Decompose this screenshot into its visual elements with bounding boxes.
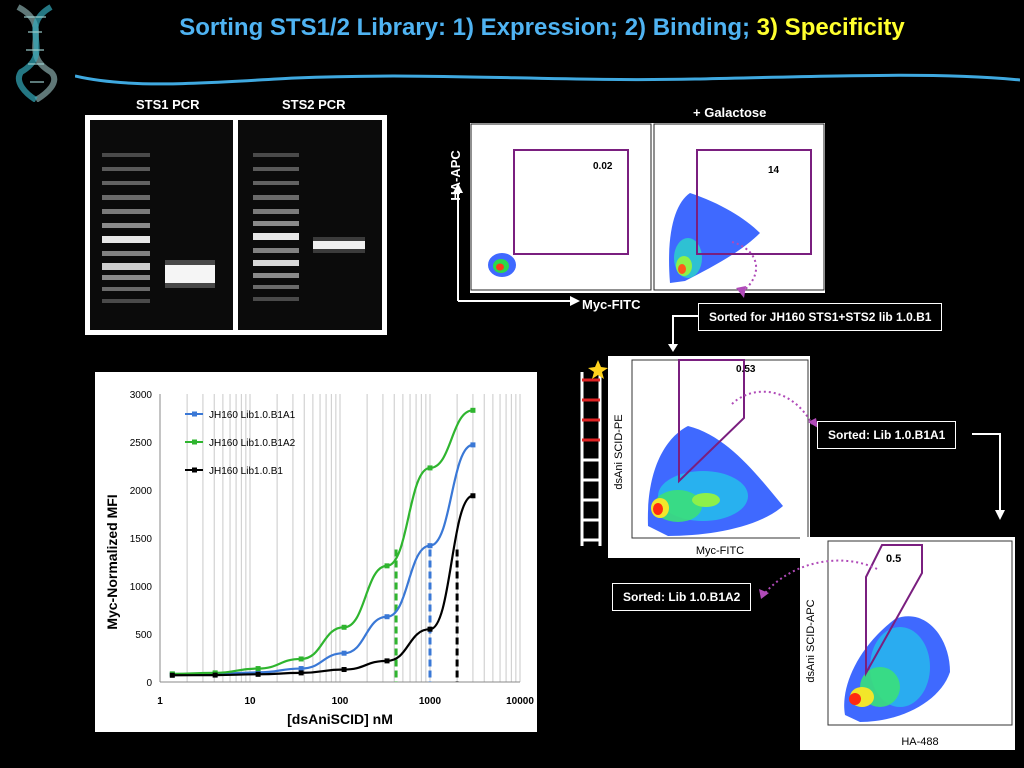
facs-bottom-plot: 0.5 HA-488 dsAni SCID-APC	[800, 537, 1015, 750]
facs-top-left-gate	[513, 149, 629, 255]
facs-top-right-gate	[696, 149, 812, 255]
chart-point	[470, 407, 476, 413]
chart-legend-label: JH160 Lib1.0.B1A1	[209, 410, 296, 421]
facs-top-x-axis-label: Myc-FITC	[582, 297, 641, 312]
chart-point	[427, 465, 433, 471]
chart-x-tick-label: 10	[244, 696, 256, 707]
chart-x-tick-label: 100	[332, 696, 349, 707]
sorted-label-b1a1: Sorted: Lib 1.0.B1A1	[817, 421, 957, 449]
chart-point	[341, 650, 347, 656]
facs-bottom-population	[844, 616, 950, 722]
chart-legend-label: JH160 Lib1.0.B1	[209, 466, 283, 477]
facs-bottom-dotted-arrow	[759, 559, 878, 599]
facs-mid-gate-value: 0.53	[736, 364, 756, 375]
binding-chart: 0 500 1000 1500 2000 2500 3000 1 10 100 1000 10000 …	[95, 372, 537, 732]
chart-point	[341, 667, 347, 673]
dna-logo-icon	[6, 2, 68, 103]
chart-x-tick-label: 1000	[419, 696, 442, 707]
chart-x-tick-label: 1	[157, 696, 163, 707]
facs-mid-gate	[678, 359, 745, 484]
chart-y-tick-label: 1500	[130, 534, 153, 545]
facs-top-right-population	[669, 193, 760, 283]
chart-x-axis-label: [dsAniSCID] nM	[287, 711, 393, 727]
chart-series-line-1	[172, 443, 474, 676]
chart-point	[384, 563, 390, 569]
title-underline	[75, 73, 1020, 86]
facs-mid-x-axis-label: Myc-FITC	[696, 545, 744, 557]
chart-y-tick-label: 500	[135, 630, 152, 641]
chart-y-axis-label: Myc-Normalized MFI	[104, 494, 120, 629]
sorted-label-b1: Sorted for JH160 STS1+STS2 lib 1.0.B1	[698, 303, 943, 331]
chart-point	[427, 543, 433, 549]
chart-y-tick-label: 1000	[130, 582, 153, 593]
chart-point	[470, 442, 476, 448]
chart-legend-marker	[192, 467, 197, 473]
facs-bottom-x-axis-label: HA-488	[901, 736, 938, 748]
chart-series-line-2	[172, 409, 474, 675]
slide-title: Sorting STS1/2 Library: 1) Expression; 2…	[0, 14, 1024, 42]
gel-image	[85, 115, 387, 335]
chart-point	[212, 672, 218, 678]
chart-legend-marker	[192, 439, 197, 445]
facs-top-dotted-arrow	[731, 241, 758, 298]
facs-mid-dotted-arrow	[731, 390, 818, 428]
chart-point	[341, 624, 347, 630]
chart-point	[255, 671, 261, 677]
facs-bottom-gate-value: 0.5	[886, 553, 901, 565]
sorted-label-b1a2: Sorted: Lib 1.0.B1A2	[612, 583, 752, 611]
facs-top-header: + Galactose	[693, 105, 767, 120]
gel-label-sts2: STS2 PCR	[282, 97, 346, 112]
gel-label-sts1: STS1 PCR	[136, 97, 200, 112]
chart-point	[298, 670, 304, 676]
chart-point	[298, 656, 304, 662]
facs-top-axes-arrows	[453, 183, 580, 306]
chart-y-tick-label: 2500	[130, 438, 153, 449]
title-main: Sorting STS1/2 Library: 1) Expression; 2…	[179, 14, 757, 41]
chart-legend-marker	[192, 411, 197, 417]
chart-point	[255, 666, 261, 672]
chart-point	[470, 493, 476, 499]
title-highlight: 3) Specificity	[756, 14, 905, 41]
chart-legend-label: JH160 Lib1.0.B1A2	[209, 438, 296, 449]
facs-bottom-y-axis-label: dsAni SCID-APC	[805, 599, 817, 682]
facs-mid-y-axis-label: dsAni SCID-PE	[613, 414, 625, 489]
chart-y-tick-label: 0	[146, 678, 152, 689]
flow-arrow-2	[972, 433, 1005, 520]
facs-top-left-gate-value: 0.02	[593, 161, 613, 172]
flow-arrow-1	[668, 315, 698, 352]
chart-point	[298, 666, 304, 672]
ladder-icon	[580, 360, 608, 546]
facs-mid-population	[647, 426, 783, 536]
chart-point	[384, 658, 390, 664]
facs-top-right-gate-value: 14	[768, 165, 780, 176]
chart-point	[427, 626, 433, 632]
chart-x-tick-label: 10000	[506, 696, 534, 707]
facs-bottom-gate	[865, 544, 923, 677]
chart-series-line-3	[172, 494, 474, 677]
facs-top-plots: 0.02 14	[470, 123, 825, 293]
chart-y-tick-label: 2000	[130, 486, 153, 497]
facs-top-left-population	[488, 253, 516, 277]
chart-point	[169, 672, 175, 678]
facs-mid-plot: 0.53 Myc-FITC dsAni SCID-PE	[608, 356, 810, 558]
chart-point	[384, 614, 390, 620]
chart-y-tick-label: 3000	[130, 390, 153, 401]
